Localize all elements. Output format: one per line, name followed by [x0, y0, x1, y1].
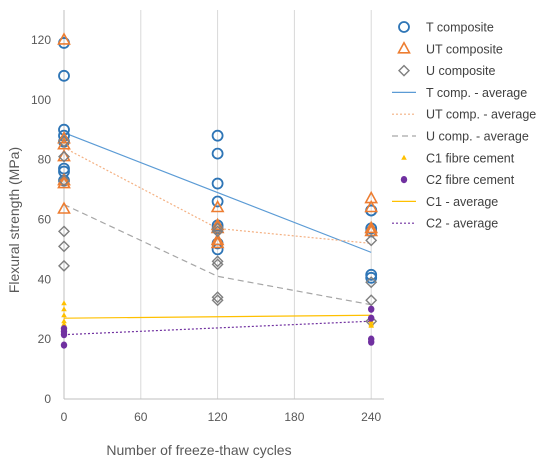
data-point	[57, 32, 71, 45]
data-point	[211, 147, 224, 160]
data-point	[57, 131, 71, 144]
legend-marker	[397, 41, 411, 54]
legend-label: U comp. - average	[426, 130, 529, 144]
legend-item: C1 - average	[392, 195, 498, 209]
data-point	[58, 135, 70, 148]
data-point	[210, 199, 225, 213]
average-line	[63, 147, 372, 244]
legend-item: UT comp. - average	[392, 108, 536, 122]
legend-marker	[401, 154, 407, 160]
legend-label: C2 - average	[426, 217, 498, 231]
average-line	[63, 314, 372, 319]
data-point	[211, 225, 224, 238]
average-line	[63, 132, 372, 253]
data-point	[61, 306, 67, 312]
data-point	[365, 234, 378, 247]
grid	[140, 10, 372, 399]
data-point	[368, 322, 374, 328]
legend-label: C1 fibre cement	[426, 151, 515, 165]
data-point	[211, 291, 224, 304]
data-point	[368, 338, 375, 346]
data-point	[368, 305, 375, 313]
data-point	[61, 300, 67, 306]
legend-marker	[398, 64, 410, 77]
legend-label: UT comp. - average	[426, 108, 536, 122]
average-line	[63, 320, 372, 336]
data-point	[61, 321, 67, 327]
data-point	[58, 225, 70, 238]
data-point	[211, 177, 224, 190]
data-point	[364, 220, 379, 234]
legend-label: T composite	[426, 21, 494, 35]
axes: 0 60 120 180 240 0 20 40 60 80 100 120	[31, 10, 384, 424]
y-tick-label: 100	[31, 93, 51, 107]
average-lines	[63, 132, 372, 336]
x-axis-title: Number of freeze-thaw cycles	[106, 442, 291, 458]
data-point	[58, 129, 70, 142]
data-point	[211, 258, 224, 271]
legend-item: C2 fibre cement	[400, 173, 515, 187]
data-point	[211, 294, 224, 307]
data-point	[58, 69, 70, 82]
data-point	[60, 331, 68, 339]
data-point	[210, 235, 225, 249]
legend-label: T comp. - average	[426, 86, 527, 100]
x-tick-label: 60	[134, 410, 148, 424]
y-tick-label: 60	[38, 212, 52, 226]
data-point	[61, 312, 67, 318]
data-point	[364, 199, 379, 213]
legend-label: C1 - average	[426, 195, 498, 209]
data-point	[58, 240, 70, 253]
legend-item: C1 fibre cement	[401, 151, 515, 165]
legend-marker	[400, 176, 408, 184]
legend: T composite UT composite U composite T comp…	[392, 21, 536, 231]
data-point	[57, 148, 71, 162]
data-points	[57, 32, 379, 349]
legend-marker	[398, 21, 410, 33]
data-point	[365, 294, 378, 307]
data-point	[60, 341, 68, 349]
legend-item: U composite	[398, 64, 496, 78]
x-tick-label: 240	[361, 410, 381, 424]
y-tick-label: 80	[38, 153, 52, 167]
data-point	[61, 318, 67, 324]
data-point	[365, 276, 378, 289]
y-tick-label: 120	[31, 33, 51, 47]
y-tick-label: 0	[44, 392, 51, 406]
legend-item: T composite	[398, 21, 494, 35]
legend-item: C2 - average	[392, 217, 498, 231]
legend-item: UT composite	[397, 41, 503, 56]
y-tick-label: 20	[38, 332, 52, 346]
legend-item: U comp. - average	[392, 130, 529, 144]
data-point	[211, 255, 224, 268]
data-point	[58, 259, 70, 272]
data-point	[57, 172, 71, 186]
data-point	[58, 123, 70, 136]
x-tick-label: 0	[61, 410, 68, 424]
x-tick-label: 180	[284, 410, 304, 424]
y-tick-label: 40	[38, 272, 52, 286]
legend-item: T comp. - average	[392, 86, 527, 100]
y-axis-title: Flexural strength (MPa)	[6, 147, 22, 293]
data-point	[365, 271, 378, 284]
x-tick-label: 120	[208, 410, 228, 424]
data-point	[211, 129, 224, 142]
data-point	[210, 220, 225, 234]
data-point	[58, 174, 70, 187]
legend-label: UT composite	[426, 42, 503, 56]
data-point	[211, 195, 224, 208]
legend-label: U composite	[426, 64, 496, 78]
data-point	[211, 222, 224, 235]
legend-label: C2 fibre cement	[426, 173, 515, 187]
data-point	[210, 232, 225, 246]
data-point	[368, 314, 375, 322]
data-point	[57, 201, 71, 214]
data-point	[210, 217, 225, 231]
data-point	[58, 150, 70, 163]
average-line	[63, 203, 372, 306]
